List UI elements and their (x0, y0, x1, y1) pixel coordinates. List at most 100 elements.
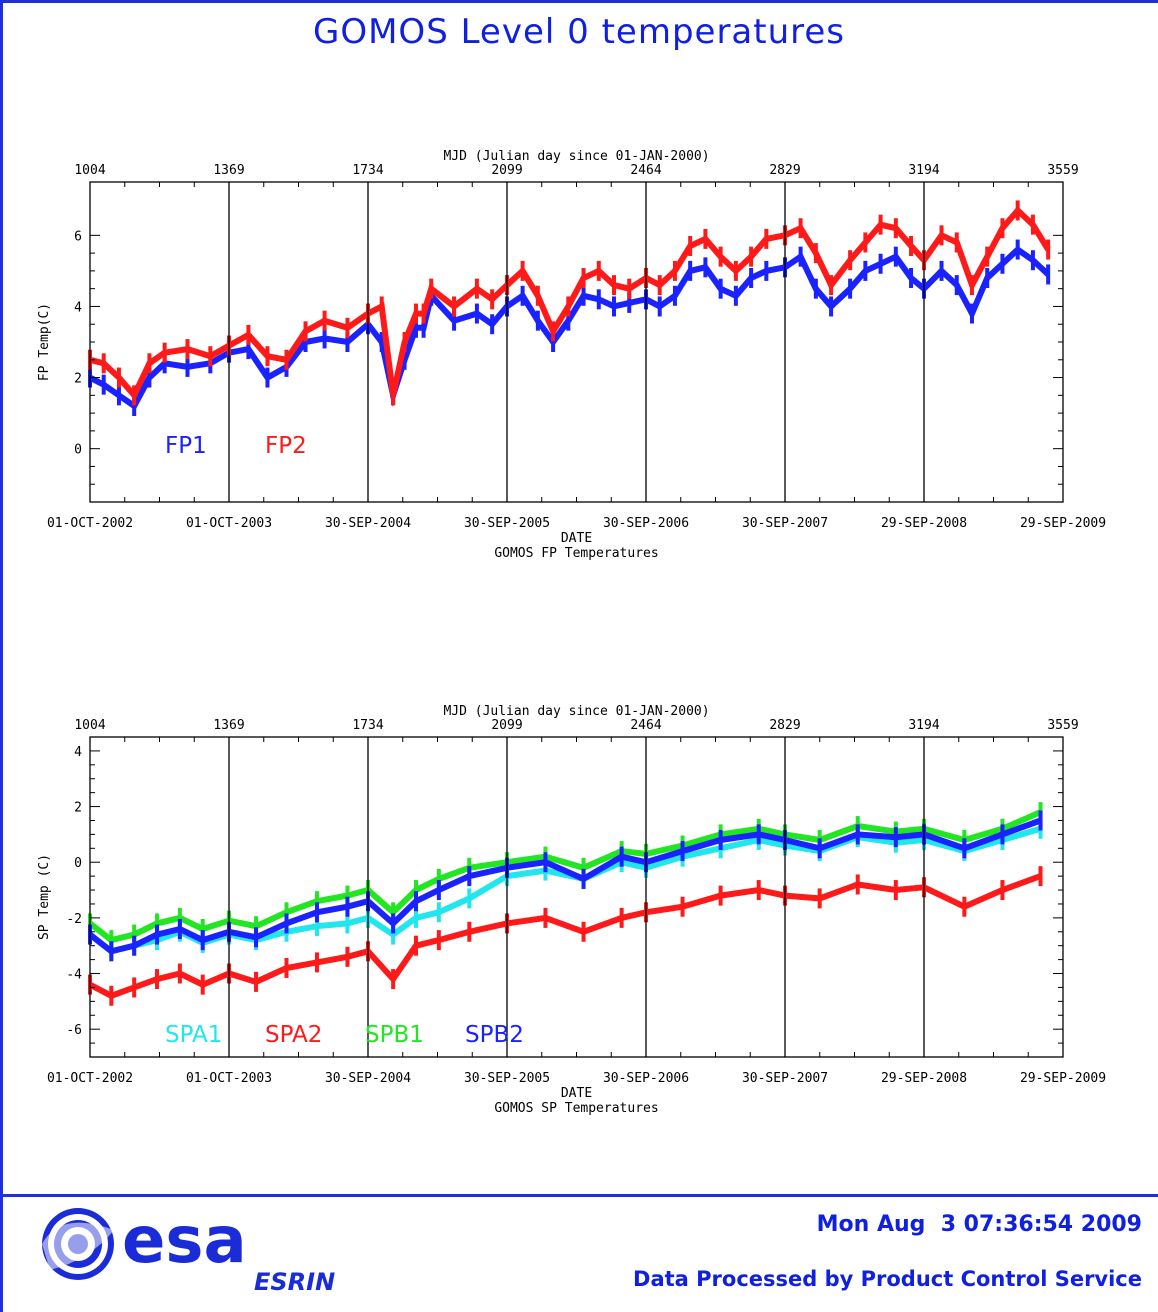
data-point-spa2 (467, 921, 472, 942)
data-point-spb2 (314, 902, 319, 923)
data-point-fp2 (939, 225, 944, 246)
data-point-fp1 (627, 292, 632, 313)
data-point-spb1 (581, 857, 586, 878)
y-tick-label: 2 (74, 372, 82, 387)
data-point-spb1 (345, 885, 350, 906)
data-point-spb1 (314, 891, 319, 912)
data-point-fp1 (1030, 250, 1035, 271)
x-tick-label: 29-SEP-2008 (881, 516, 967, 531)
x-tick-label: 01-OCT-2002 (47, 516, 133, 531)
data-point-fp1 (1000, 253, 1005, 274)
x-axis-label: DATE (561, 531, 592, 546)
data-point-spa2 (619, 907, 624, 928)
data-point-fp2 (132, 385, 137, 406)
data-point-spa2 (756, 880, 761, 901)
data-point-spb1 (284, 902, 289, 923)
data-point-fp1 (672, 285, 677, 306)
y-tick-label: -6 (66, 1023, 82, 1038)
y-tick-label: 4 (74, 745, 82, 760)
series-line-spb1 (88, 809, 1042, 944)
data-point-fp2 (246, 324, 251, 345)
data-point-fp1 (551, 332, 556, 352)
data-point-fp2 (413, 303, 418, 324)
data-point-spb2 (581, 868, 586, 889)
data-point-spb2 (467, 866, 472, 887)
x2-tick-label: 1004 (74, 163, 105, 178)
data-point-spa2 (132, 977, 137, 998)
x-tick-label: 30-SEP-2006 (603, 516, 689, 531)
legend-spa2: SPA2 (265, 1022, 322, 1048)
data-point-fp2 (345, 317, 350, 338)
data-point-fp1 (909, 268, 914, 288)
data-point-spb1 (413, 880, 418, 901)
data-point-spa2 (718, 885, 723, 906)
series-line-spa2 (88, 873, 1042, 1000)
data-point-fp2 (520, 260, 525, 281)
data-point-spb2 (200, 930, 205, 951)
data-point-fp1 (246, 339, 251, 360)
y-tick-label: -4 (66, 968, 82, 983)
x2-tick-label: 1369 (213, 718, 244, 733)
data-point-fp2 (688, 236, 693, 256)
data-point-spa1 (413, 907, 418, 928)
data-point-fp1 (893, 246, 898, 267)
x-tick-label: 01-OCT-2002 (47, 1071, 133, 1086)
y-tick-label: 4 (74, 300, 82, 315)
data-point-fp2 (703, 228, 708, 249)
x2-axis-label: MJD (Julian day since 01-JAN-2000) (443, 149, 709, 164)
data-point-spa2 (962, 896, 967, 917)
data-point-spa2 (345, 946, 350, 967)
data-point-fp2 (162, 342, 167, 363)
data-point-fp2 (798, 218, 803, 239)
data-point-fp1 (147, 367, 152, 388)
data-point-fp2 (954, 232, 959, 253)
data-point-fp2 (452, 296, 457, 317)
data-point-spa1 (391, 924, 396, 945)
data-point-spb2 (619, 846, 624, 867)
data-point-spa2 (436, 930, 441, 951)
data-point-fp1 (733, 285, 738, 306)
data-point-fp1 (452, 310, 457, 331)
data-point-spb2 (132, 935, 137, 956)
data-point-spb1 (254, 916, 259, 937)
data-point-fp2 (116, 367, 121, 388)
sp-temperature-chart: 01-OCT-2002 1004 01-OCT-2003 1369 30-SEP-200… (37, 704, 1106, 1116)
esa-esrin-logo: esa ESRIN (42, 1204, 335, 1296)
y-tick-label: 0 (74, 443, 82, 458)
data-point-spa2 (109, 985, 114, 1006)
data-point-fp1 (703, 257, 708, 278)
data-point-spa2 (1038, 866, 1043, 887)
data-point-spa2 (284, 957, 289, 978)
data-point-fp1 (657, 296, 662, 317)
x-tick-label: 29-SEP-2009 (1020, 516, 1106, 531)
legend-fp2: FP2 (265, 433, 307, 459)
data-point-fp2 (627, 278, 632, 299)
y-tick-label: 6 (74, 229, 82, 244)
data-point-spb1 (132, 924, 137, 945)
x2-tick-label: 2464 (630, 163, 661, 178)
x-tick-label: 29-SEP-2009 (1020, 1071, 1106, 1086)
x2-tick-label: 2829 (769, 718, 800, 733)
data-point-fp1 (322, 328, 327, 349)
data-point-spb2 (962, 838, 967, 859)
data-point-fp1 (969, 303, 974, 324)
x-tick-label: 30-SEP-2004 (325, 516, 411, 531)
chart-subtitle: GOMOS FP Temperatures (494, 546, 658, 561)
data-point-spa2 (893, 880, 898, 901)
data-point-fp1 (878, 253, 883, 274)
series-line-spb2 (88, 817, 1042, 955)
data-point-fp1 (162, 353, 167, 374)
data-point-fp1 (566, 310, 571, 331)
data-point-spb1 (109, 930, 114, 951)
data-point-fp2 (848, 250, 853, 271)
data-point-spb1 (155, 913, 160, 934)
data-point-spb2 (756, 824, 761, 845)
data-point-fp2 (749, 246, 754, 267)
data-point-fp2 (1046, 239, 1051, 260)
data-point-fp1 (101, 374, 106, 395)
data-point-fp1 (612, 296, 617, 317)
data-point-spa2 (391, 969, 396, 990)
data-point-fp1 (848, 278, 853, 299)
data-point-spb2 (284, 913, 289, 934)
data-point-fp1 (829, 296, 834, 317)
